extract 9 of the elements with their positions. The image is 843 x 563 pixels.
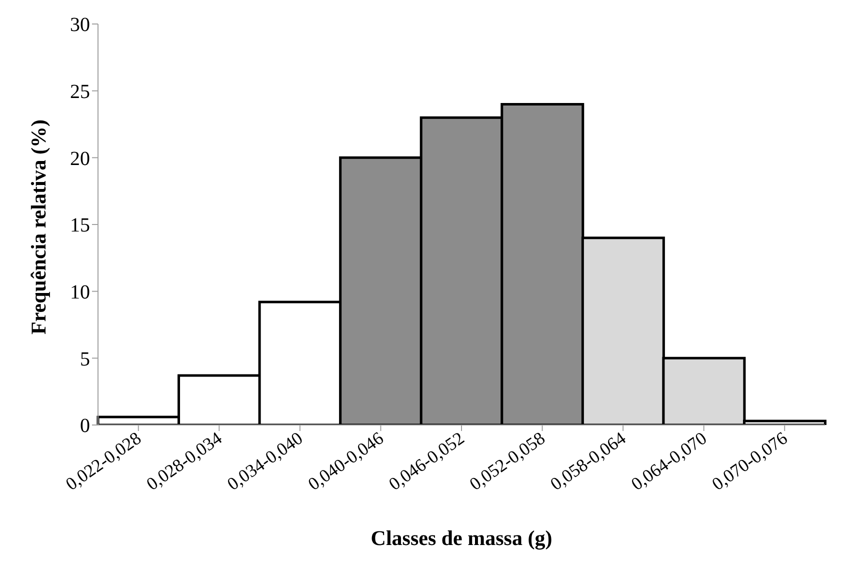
y-tick-label: 0 (80, 415, 90, 438)
y-tick-label: 25 (70, 80, 90, 103)
y-axis-title: Frequência relativa (%) (26, 119, 50, 334)
y-tick-label: 20 (70, 148, 90, 170)
y-tick-label: 15 (70, 214, 90, 237)
y-tick-label: 5 (80, 348, 90, 370)
y-tick-label: 30 (70, 14, 90, 36)
x-axis-title: Classes de massa (g) (370, 526, 552, 550)
y-tick-label: 10 (70, 281, 90, 304)
